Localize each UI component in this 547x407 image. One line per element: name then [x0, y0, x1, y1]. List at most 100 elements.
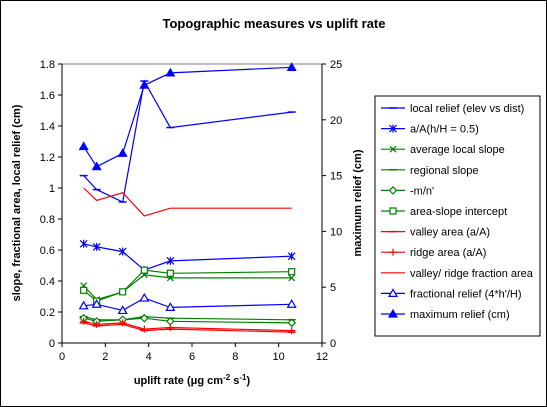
x-tick-label: 12 — [316, 351, 328, 363]
x-tick-label: 2 — [102, 351, 108, 363]
series-group — [78, 62, 297, 335]
series-line — [83, 243, 292, 271]
y-left-tick-label: 1.6 — [40, 90, 55, 102]
legend-entry: average local slope — [381, 144, 505, 156]
legend-entry: ridge area (a/A) — [381, 247, 486, 259]
data-point — [288, 274, 296, 282]
legend-entry: valley area (a/A) — [381, 227, 490, 239]
legend-swatch-marker — [387, 288, 399, 297]
data-point — [91, 161, 102, 171]
legend-label: valley/ ridge fraction area — [410, 268, 534, 280]
y-right-tick-label: 10 — [330, 226, 342, 238]
legend-label: maximum relief (cm) — [410, 309, 510, 321]
y-left-axis-title: slope, fractional area, local relief (cm… — [11, 104, 23, 301]
legend-entry: fractional relief (4*h'/H) — [381, 288, 522, 300]
data-point — [118, 247, 127, 256]
data-point — [288, 268, 296, 276]
legend-swatch-marker — [389, 248, 397, 256]
x-tick-label: 10 — [273, 351, 285, 363]
data-point — [79, 239, 88, 248]
legend-box — [374, 95, 541, 337]
legend-label: ridge area (a/A) — [410, 247, 486, 259]
legend-entry: regional slope — [381, 165, 479, 177]
y-right-tick-label: 15 — [330, 171, 342, 183]
plot-area — [61, 63, 323, 344]
legend-entry: maximum relief (cm) — [381, 308, 510, 321]
y-left-tick-label: 1.4 — [40, 121, 55, 133]
data-point — [117, 148, 128, 157]
data-point — [119, 288, 127, 296]
y-left-tick-label: 1.2 — [40, 152, 55, 164]
y-left-tick-label: 0 — [49, 338, 55, 350]
data-point — [92, 242, 101, 251]
data-point — [166, 269, 174, 277]
y-left-tick-label: 0.4 — [40, 276, 55, 288]
series-line — [83, 187, 292, 217]
data-point — [166, 324, 174, 331]
y-left-tick-label: 1 — [49, 183, 55, 195]
legend-swatch-marker — [389, 124, 397, 133]
data-point — [117, 305, 128, 315]
legend-entry: -m/n' — [381, 185, 434, 197]
legend-label: local relief (elev vs dist) — [410, 103, 524, 115]
legend: local relief (elev vs dist) a/A(h/H = 0.5… — [381, 103, 534, 321]
data-point — [119, 319, 127, 327]
data-point — [80, 317, 88, 325]
legend-label: regional slope — [410, 165, 479, 177]
data-point — [91, 299, 102, 308]
x-tick-label: 6 — [189, 351, 195, 363]
y-right-tick-label: 0 — [330, 338, 336, 350]
legend-swatch-marker — [389, 207, 397, 215]
data-point — [287, 318, 297, 328]
data-point — [139, 292, 150, 302]
data-point — [93, 320, 101, 328]
legend-label: valley area (a/A) — [410, 227, 490, 239]
data-point — [287, 252, 296, 261]
data-point — [140, 266, 148, 274]
data-point — [288, 327, 296, 335]
legend-label: average local slope — [410, 144, 505, 156]
series-4 — [79, 313, 297, 328]
y-right-tick-label: 25 — [330, 59, 342, 71]
y-left-tick-label: 1.8 — [40, 59, 55, 71]
data-point — [78, 300, 89, 310]
legend-label: -m/n' — [410, 185, 434, 197]
legend-label: a/A(h/H = 0.5) — [410, 124, 479, 136]
data-point — [165, 67, 176, 77]
series-10 — [78, 62, 297, 171]
data-point — [286, 62, 297, 71]
data-point — [165, 302, 176, 311]
y-left-tick-label: 0.6 — [40, 245, 55, 257]
y-left-axis: 0 0.2 0.4 0.6 0.8 1 1.2 1.4 1.6 1.8 — [40, 59, 63, 350]
x-axis-title: uplift rate (μg cm-2 s-1) — [134, 373, 251, 387]
data-point — [166, 256, 175, 265]
y-right-tick-label: 5 — [330, 282, 336, 294]
x-tick-label: 0 — [59, 351, 65, 363]
series-line — [83, 79, 292, 203]
legend-entry: valley/ ridge fraction area — [381, 268, 534, 280]
legend-entry: area-slope intercept — [381, 206, 507, 218]
data-point — [286, 299, 297, 308]
chart-title: Topographic measures vs uplift rate — [163, 16, 386, 31]
y-right-axis-title: maximum relief (cm) — [352, 149, 364, 256]
y-right-axis: 0 5 10 15 20 25 — [321, 59, 342, 350]
legend-label: fractional relief (4*h'/H) — [410, 288, 522, 300]
y-left-tick-label: 0.2 — [40, 307, 55, 319]
series-9 — [78, 292, 297, 315]
data-point — [139, 79, 150, 89]
data-point — [140, 325, 148, 333]
legend-swatch-marker — [389, 145, 397, 153]
y-right-tick-label: 20 — [330, 115, 342, 127]
x-tick-label: 8 — [232, 351, 238, 363]
data-point — [80, 286, 88, 294]
data-point — [139, 313, 149, 323]
x-axis: 0 2 4 6 8 10 12 — [59, 342, 328, 363]
y-left-tick-label: 0.8 — [40, 214, 55, 226]
legend-swatch-marker — [388, 186, 398, 195]
series-line — [83, 66, 292, 168]
legend-swatch-marker — [387, 308, 399, 318]
x-tick-label: 4 — [146, 351, 152, 363]
legend-label: area-slope intercept — [410, 206, 507, 218]
